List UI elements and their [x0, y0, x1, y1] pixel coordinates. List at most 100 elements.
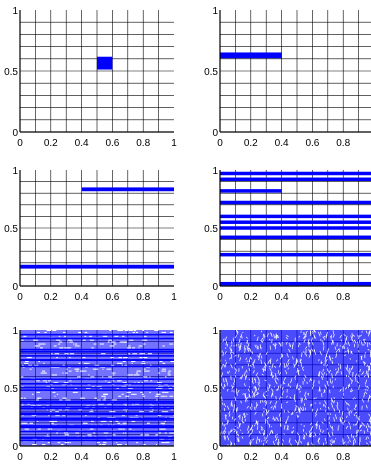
gap-mark: [231, 384, 233, 388]
gap-mark: [252, 438, 255, 441]
gap-mark: [63, 331, 66, 333]
band-mark: [20, 378, 174, 381]
gap-mark: [243, 371, 246, 377]
gap-mark: [143, 353, 146, 355]
gap-mark: [29, 368, 32, 370]
gap-mark: [326, 364, 329, 367]
gap-mark: [308, 432, 311, 438]
gap-mark: [109, 420, 113, 422]
gap-mark: [309, 403, 313, 406]
gap-mark: [103, 442, 107, 444]
data-segment: [220, 200, 371, 205]
gap-mark: [251, 381, 254, 385]
gap-mark: [225, 414, 228, 417]
gap-mark: [255, 393, 258, 396]
gap-mark: [294, 375, 297, 379]
gap-mark: [255, 419, 258, 425]
x-tick-label: 0.6: [105, 138, 119, 149]
gap-mark: [38, 345, 41, 347]
gap-mark: [137, 382, 140, 384]
gap-mark: [331, 431, 334, 437]
gap-mark: [249, 347, 252, 353]
gap-mark: [138, 345, 143, 347]
gap-mark: [28, 364, 33, 366]
gap-mark: [299, 384, 302, 389]
gap-mark: [364, 391, 368, 395]
gap-mark: [327, 432, 331, 438]
band-mark: [20, 350, 174, 353]
gap-mark: [254, 411, 257, 415]
gap-mark: [82, 339, 86, 341]
gap-mark: [223, 383, 226, 388]
gap-mark: [242, 393, 245, 395]
gap-mark: [234, 335, 237, 339]
gap-mark: [264, 399, 267, 402]
gap-mark: [341, 397, 344, 400]
data-segment: [20, 264, 174, 269]
gap-mark: [110, 364, 115, 366]
gap-mark: [84, 335, 87, 337]
gap-mark: [331, 373, 333, 379]
gap-mark: [62, 415, 66, 417]
gap-mark: [109, 330, 112, 331]
gap-mark: [161, 331, 166, 333]
gap-mark: [75, 391, 78, 393]
gap-mark: [64, 409, 69, 411]
gap-mark: [305, 333, 307, 336]
gap-mark: [155, 434, 159, 436]
gap-mark: [356, 380, 360, 384]
y-tick-label: 1: [12, 6, 18, 17]
gap-mark: [310, 404, 313, 407]
gap-mark: [246, 369, 248, 373]
gap-mark: [274, 372, 277, 377]
data-segment: [220, 226, 371, 230]
gap-mark: [26, 357, 32, 359]
gap-mark: [256, 391, 259, 395]
gap-mark: [64, 335, 67, 337]
x-tick-label: 0.4: [75, 292, 89, 303]
gap-mark: [62, 372, 64, 374]
gap-mark: [112, 380, 115, 382]
gap-mark: [85, 407, 89, 409]
gap-mark: [294, 378, 297, 380]
gap-mark: [102, 403, 104, 405]
gap-mark: [334, 346, 337, 350]
gap-mark: [345, 425, 349, 429]
gap-mark: [266, 419, 269, 425]
gap-mark: [43, 362, 45, 364]
gap-mark: [141, 417, 143, 418]
gap-mark: [49, 409, 54, 411]
gap-mark: [350, 350, 353, 354]
gap-mark: [298, 343, 300, 348]
gap-mark: [363, 375, 366, 378]
gap-mark: [236, 330, 239, 333]
gap-mark: [101, 395, 106, 397]
gap-mark: [92, 405, 95, 407]
x-tick-label: 1: [171, 138, 177, 149]
gap-mark: [278, 412, 281, 417]
gap-mark: [351, 332, 353, 338]
gap-mark: [255, 404, 258, 409]
gap-mark: [353, 339, 356, 342]
gap-mark: [274, 342, 276, 347]
gap-mark: [165, 417, 167, 418]
gap-mark: [92, 368, 97, 370]
gap-mark: [332, 426, 334, 431]
gap-mark: [271, 430, 274, 434]
gap-mark: [99, 403, 102, 405]
gap-mark: [326, 368, 329, 373]
gap-mark: [143, 343, 146, 345]
gap-mark: [164, 376, 167, 378]
gap-mark: [84, 415, 87, 417]
gap-mark: [335, 368, 337, 371]
gap-mark: [359, 424, 362, 429]
gap-mark: [220, 366, 223, 370]
gap-mark: [136, 370, 142, 372]
y-tick-label: 0: [12, 128, 18, 139]
gap-mark: [278, 396, 281, 400]
y-tick-label: 0.5: [204, 224, 218, 235]
gap-mark: [242, 413, 245, 416]
gap-mark: [160, 395, 166, 397]
gap-mark: [333, 440, 335, 444]
gap-mark: [355, 429, 358, 435]
